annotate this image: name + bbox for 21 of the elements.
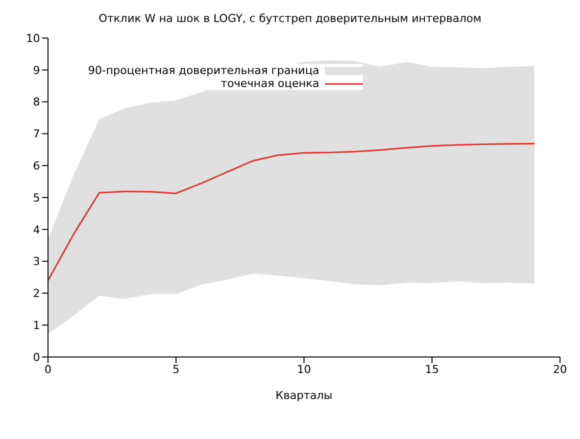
y-tick-label: 5 — [33, 191, 40, 204]
x-axis-title: Кварталы — [276, 389, 332, 402]
x-tick-label: 0 — [44, 362, 52, 376]
y-tick-label: 9 — [33, 64, 40, 77]
y-tick-label: 3 — [33, 255, 40, 268]
legend-label: 90-процентная доверительная граница — [88, 64, 320, 77]
x-tick-label: 15 — [425, 362, 439, 376]
legend-label: точечная оценка — [220, 77, 320, 90]
line-series — [48, 142, 536, 282]
x-tick-label: 20 — [553, 362, 567, 376]
y-tick-label: 7 — [33, 128, 40, 141]
y-tick-label: 0 — [33, 350, 40, 364]
chart-title: Отклик W на шок в LOGY, с бутстреп доверительным интервалом — [98, 11, 482, 27]
y-tick-label: 10 — [26, 32, 40, 45]
y-tick-label: 8 — [33, 96, 40, 109]
y-tick-label: 2 — [33, 287, 40, 300]
y-tick-label: 4 — [33, 223, 40, 236]
y-tick-label: 1 — [33, 319, 40, 332]
y-tick-label: 6 — [33, 160, 40, 173]
x-tick-label: 5 — [172, 362, 180, 376]
x-tick-label: 10 — [297, 362, 311, 376]
